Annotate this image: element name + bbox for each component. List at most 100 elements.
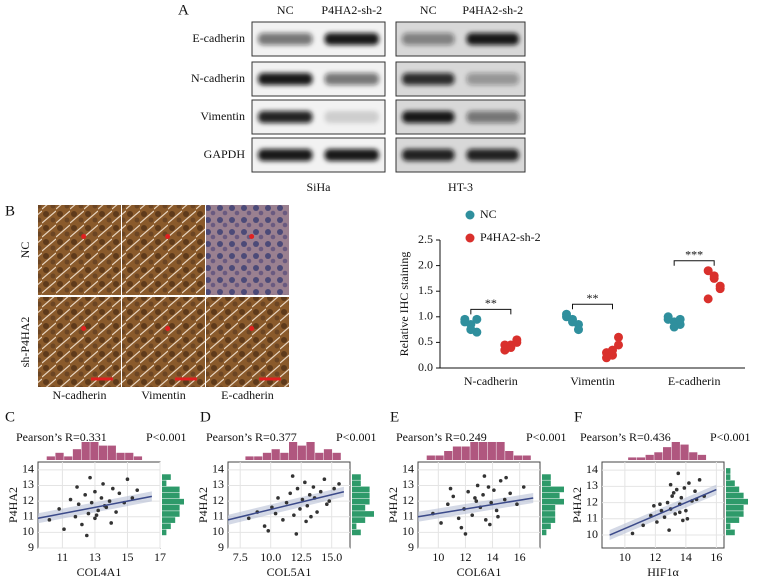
blot-band — [402, 73, 455, 85]
histogram-bar — [726, 468, 731, 474]
histogram-bar — [496, 442, 505, 460]
y-tick-label: 11 — [586, 511, 598, 525]
histogram-bar — [645, 454, 654, 460]
point — [88, 475, 92, 480]
point — [494, 508, 499, 513]
dot — [568, 317, 577, 327]
panel-label: C — [5, 409, 15, 425]
blot-band — [324, 149, 379, 161]
histogram-bar — [289, 442, 298, 460]
histogram-bar — [689, 452, 698, 460]
histogram-bar — [542, 492, 560, 499]
significance-label: ** — [587, 291, 599, 305]
point — [109, 521, 113, 525]
ihc-image — [206, 205, 289, 295]
point — [482, 474, 487, 478]
point — [288, 491, 293, 496]
point — [515, 502, 519, 507]
blot-band — [466, 111, 519, 123]
point — [475, 483, 480, 488]
point — [662, 515, 667, 519]
point — [114, 510, 118, 514]
point — [130, 496, 135, 500]
point — [496, 514, 500, 519]
legend-label: NC — [480, 207, 497, 221]
y-tick-label: 12 — [212, 493, 224, 507]
point — [68, 497, 73, 502]
histogram-bar — [46, 456, 55, 460]
histogram-bar — [352, 529, 361, 536]
dot — [715, 281, 725, 291]
histogram-bar — [90, 442, 99, 460]
blot-band — [402, 111, 455, 123]
dot — [614, 340, 623, 350]
point — [673, 512, 677, 516]
point — [474, 499, 479, 503]
point — [284, 500, 289, 505]
histogram-bar — [726, 511, 744, 517]
point — [281, 518, 285, 522]
point — [677, 510, 682, 515]
histogram-bar — [352, 474, 361, 480]
histogram-bar — [726, 498, 748, 505]
dot — [460, 317, 470, 327]
ihc-marker — [81, 234, 87, 239]
blot-band — [324, 73, 379, 85]
histogram-bar — [542, 505, 556, 511]
dot — [703, 266, 713, 276]
panel-label: D — [200, 409, 211, 425]
blot-band — [258, 149, 313, 161]
point — [276, 496, 280, 500]
point — [295, 486, 300, 491]
point — [57, 507, 61, 511]
ihc-marker — [165, 326, 171, 331]
panel-label: F — [574, 409, 582, 425]
histogram-bar — [280, 452, 289, 460]
dot — [602, 353, 611, 363]
y-axis-label: P4HA2 — [570, 487, 584, 523]
point — [290, 474, 295, 478]
point — [668, 482, 673, 487]
x-axis-label: HIF1α — [647, 565, 679, 579]
stat-label: Pearson’s R=0.249 — [396, 430, 487, 444]
x-tick-label: E-cadherin — [668, 374, 721, 388]
cell-line-label: HT-3 — [448, 180, 473, 194]
point — [456, 516, 461, 521]
histogram-bar — [99, 445, 108, 460]
ihc-image — [38, 205, 121, 295]
x-tick-label: 10 — [432, 550, 444, 564]
histogram-bar — [671, 442, 680, 460]
point — [262, 524, 267, 528]
histogram-bar — [245, 456, 254, 460]
point — [300, 497, 305, 502]
point — [76, 502, 81, 507]
point — [62, 527, 66, 532]
blot-row-label: E-cadherin — [192, 31, 245, 45]
y-tick-label: 2.5 — [418, 232, 433, 246]
point — [685, 516, 690, 521]
y-tick-label: 0.5 — [418, 334, 433, 348]
point — [318, 489, 323, 494]
histogram-bar — [352, 517, 366, 523]
x-tick-label: 13 — [89, 550, 101, 564]
histogram-bar — [542, 486, 564, 493]
point — [521, 485, 526, 489]
y-tick-label: 1.0 — [418, 309, 433, 323]
ihc-image — [206, 297, 289, 387]
y-tick-label: 13 — [22, 477, 34, 491]
x-axis-label: COL5A1 — [267, 565, 312, 579]
histogram-bar — [542, 529, 547, 536]
point — [687, 481, 691, 485]
blot-column-label: P4HA2-sh-2 — [321, 3, 382, 17]
histogram-bar — [116, 452, 125, 460]
point — [322, 477, 327, 482]
histogram-bar — [522, 455, 531, 460]
y-tick-label: 10 — [212, 524, 224, 538]
y-tick-label: 12 — [402, 493, 414, 507]
histogram-bar — [352, 523, 357, 530]
ihc-column-label: N-cadherin — [53, 388, 107, 402]
x-tick-label: 15 — [121, 550, 133, 564]
x-tick-label: 14 — [680, 550, 692, 564]
point — [294, 532, 299, 536]
